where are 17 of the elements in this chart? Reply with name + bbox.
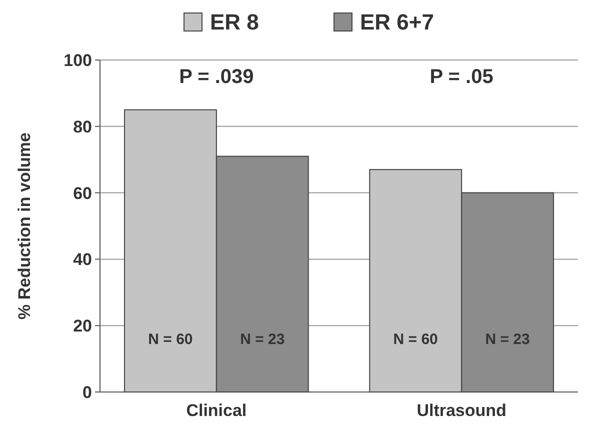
- annotation: N = 23: [240, 331, 285, 348]
- y-tick-label: 40: [73, 250, 92, 270]
- annotation: P = .05: [430, 66, 494, 88]
- y-tick-label: 80: [73, 117, 92, 136]
- annotation: P = .039: [179, 66, 254, 88]
- legend-label: ER 6+7: [360, 10, 434, 35]
- legend-label: ER 8: [210, 10, 259, 35]
- y-tick-label: 0: [82, 382, 92, 402]
- x-tick-label: Ultrasound: [416, 401, 506, 420]
- annotation: N = 60: [393, 331, 438, 348]
- annotation: N = 60: [148, 331, 193, 348]
- y-axis-title: % Reduction in volume: [15, 132, 34, 320]
- annotation: N = 23: [485, 331, 530, 348]
- x-tick-label: Clinical: [186, 401, 247, 420]
- y-tick-label: 100: [64, 50, 92, 70]
- y-tick-label: 60: [73, 184, 92, 203]
- y-tick-label: 20: [73, 316, 92, 336]
